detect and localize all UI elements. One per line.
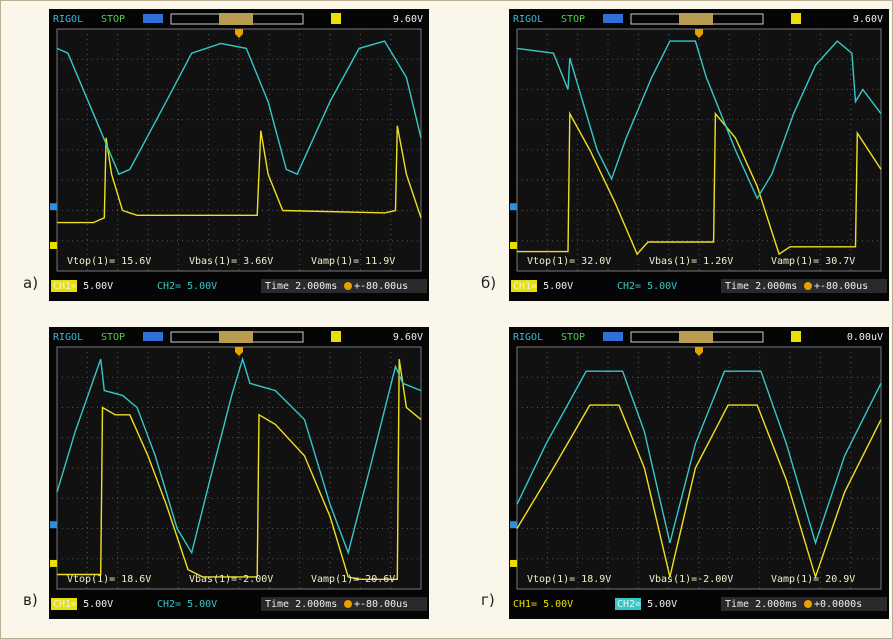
ch1-setting: CH1= 5.00V <box>513 599 573 610</box>
window <box>679 331 713 343</box>
figure: а) RIGOL STOP 9.60V Vtop(1)= 15.6V Vbas(1)= 3… <box>0 0 893 639</box>
ch2-marker <box>50 521 57 528</box>
measure-vbas: Vbas(1)=-2.00V <box>189 574 273 585</box>
measure-vamp: Vamp(1)= 20.6V <box>311 574 395 585</box>
ch1-setting: CH1= 5.00V <box>53 281 113 292</box>
time-setting: Time 2.000ms <box>725 281 797 292</box>
panel-label: в) <box>23 591 38 609</box>
measure-vtop: Vtop(1)= 15.6V <box>67 256 151 267</box>
measure-vamp: Vamp(1)= 30.7V <box>771 256 855 267</box>
brand: RIGOL <box>53 14 83 25</box>
offset-setting: +0.0000s <box>814 599 862 610</box>
offset-icon <box>804 600 812 608</box>
scope-screen: RIGOL STOP 0.00uV Vtop(1)= 18.9V Vbas(1)=-2.… <box>509 327 889 619</box>
trigger-level: 9.60V <box>393 14 423 25</box>
status: STOP <box>561 14 585 25</box>
ch-icon <box>331 331 341 342</box>
ch1-setting: CH1= 5.00V <box>53 599 113 610</box>
measure-vamp: Vamp(1)= 11.9V <box>311 256 395 267</box>
icon <box>143 332 163 341</box>
ch-icon <box>791 331 801 342</box>
offset-setting: +-80.00us <box>354 599 408 610</box>
ch1-marker <box>510 560 517 567</box>
ch2-setting: CH2= 5.00V <box>617 599 677 610</box>
status: STOP <box>101 14 125 25</box>
ch2-setting: CH2= 5.00V <box>157 281 217 292</box>
window <box>219 331 253 343</box>
brand: RIGOL <box>53 332 83 343</box>
scope-screen: RIGOL STOP 9.60V Vtop(1)= 32.0V Vbas(1)= 1.2… <box>509 9 889 301</box>
ch2-marker <box>510 203 517 210</box>
offset-icon <box>344 282 352 290</box>
scope-screen: RIGOL STOP 9.60V Vtop(1)= 15.6V Vbas(1)= 3.6… <box>49 9 429 301</box>
ch2-marker <box>510 521 517 528</box>
time-setting: Time 2.000ms <box>265 281 337 292</box>
ch2-marker <box>50 203 57 210</box>
icon <box>143 14 163 23</box>
offset-icon <box>804 282 812 290</box>
offset-setting: +-80.00us <box>814 281 868 292</box>
measure-vamp: Vamp(1)= 20.9V <box>771 574 855 585</box>
panel-label: а) <box>23 274 38 292</box>
scope-screen: RIGOL STOP 9.60V Vtop(1)= 18.6V Vbas(1)=-2.0… <box>49 327 429 619</box>
ch1-marker <box>50 242 57 249</box>
ch2-setting: CH2= 5.00V <box>157 599 217 610</box>
time-setting: Time 2.000ms <box>265 599 337 610</box>
icon <box>603 332 623 341</box>
measure-vtop: Vtop(1)= 18.6V <box>67 574 151 585</box>
measure-vbas: Vbas(1)=-2.00V <box>649 574 733 585</box>
window <box>219 13 253 25</box>
ch2-setting: CH2= 5.00V <box>617 281 677 292</box>
ch-icon <box>791 13 801 24</box>
status: STOP <box>561 332 585 343</box>
panel-label: б) <box>481 274 496 292</box>
ch1-marker <box>50 560 57 567</box>
brand: RIGOL <box>513 14 543 25</box>
status: STOP <box>101 332 125 343</box>
panel-label: г) <box>481 591 495 609</box>
trigger-level: 0.00uV <box>847 332 883 343</box>
offset-setting: +-80.00us <box>354 281 408 292</box>
ch-icon <box>331 13 341 24</box>
measure-vtop: Vtop(1)= 32.0V <box>527 256 611 267</box>
window <box>679 13 713 25</box>
trigger-level: 9.60V <box>853 14 883 25</box>
offset-icon <box>344 600 352 608</box>
time-setting: Time 2.000ms <box>725 599 797 610</box>
brand: RIGOL <box>513 332 543 343</box>
trigger-level: 9.60V <box>393 332 423 343</box>
measure-vtop: Vtop(1)= 18.9V <box>527 574 611 585</box>
measure-vbas: Vbas(1)= 3.66V <box>189 256 273 267</box>
ch1-setting: CH1= 5.00V <box>513 281 573 292</box>
measure-vbas: Vbas(1)= 1.26V <box>649 256 733 267</box>
icon <box>603 14 623 23</box>
ch1-marker <box>510 242 517 249</box>
